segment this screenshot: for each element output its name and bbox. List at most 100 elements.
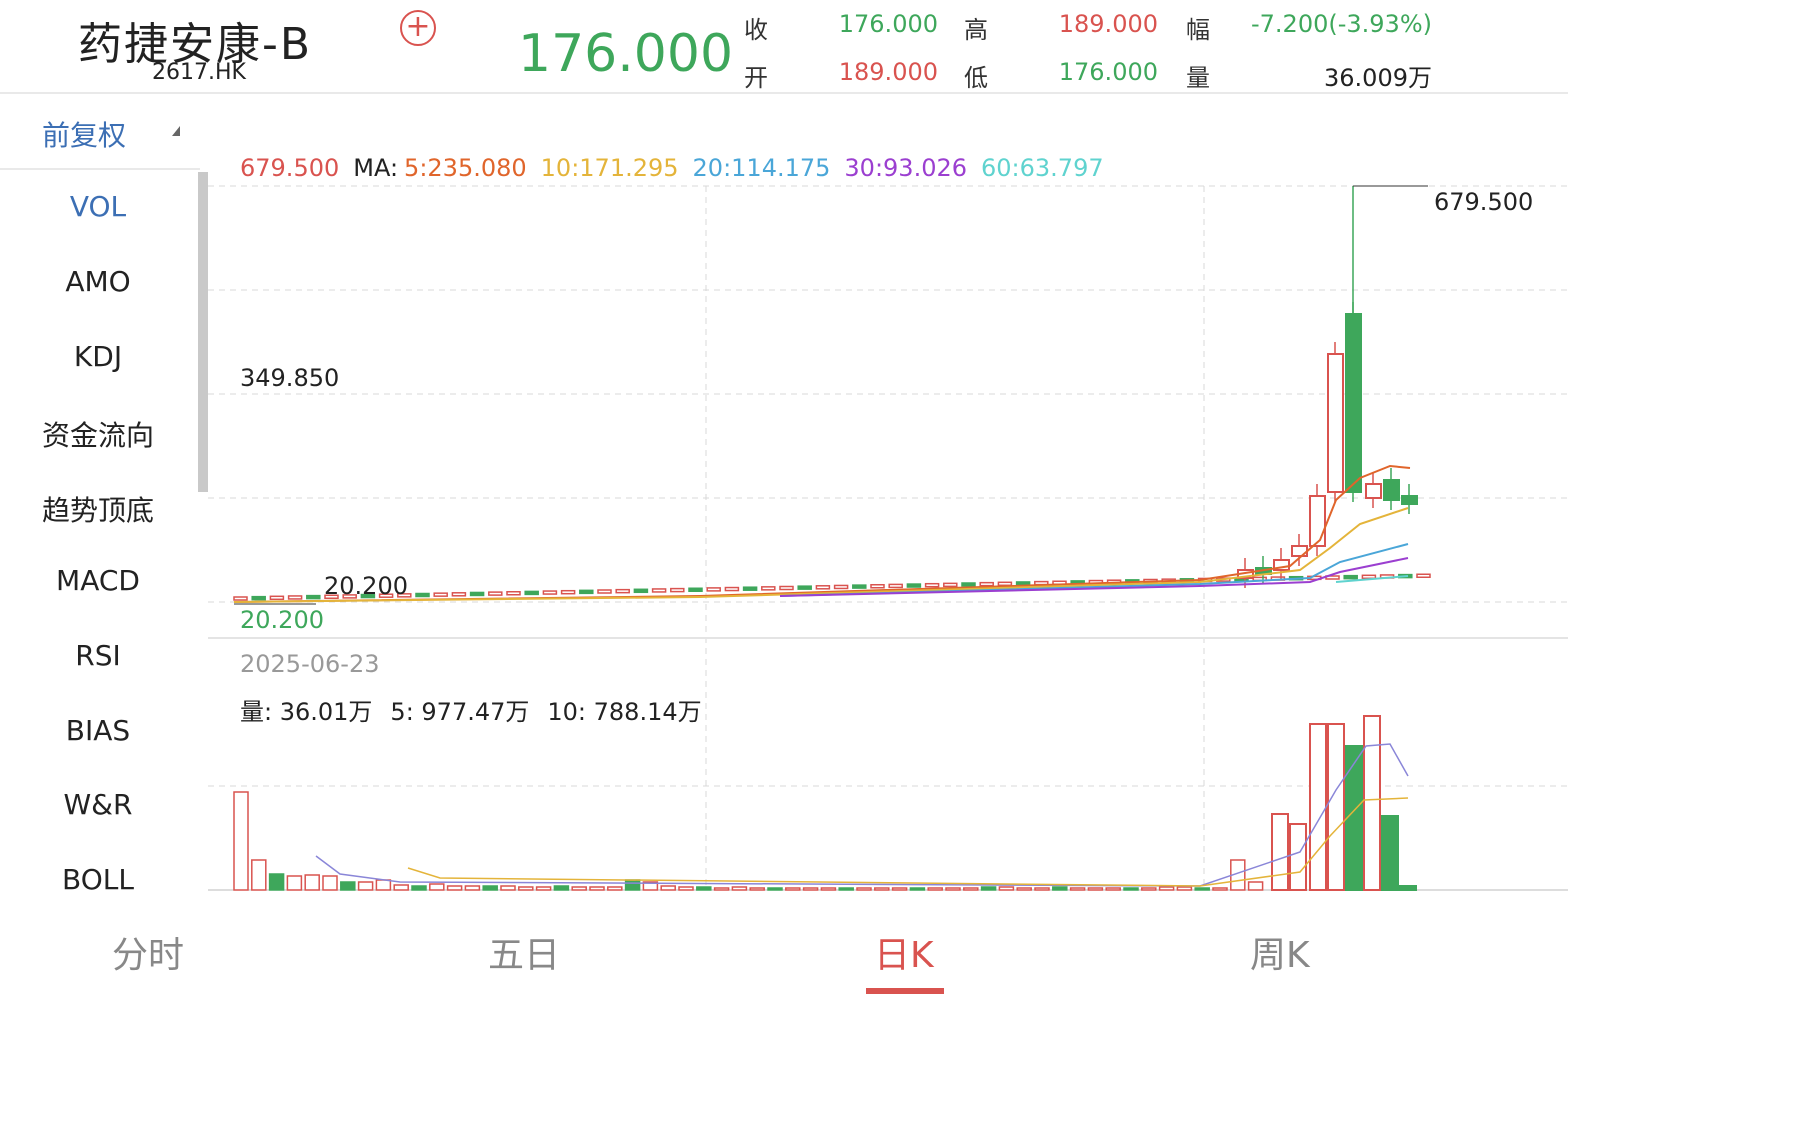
candle-small-18 <box>560 589 576 595</box>
vol-bar-9 <box>393 884 409 891</box>
vol-bar-34 <box>838 887 854 891</box>
change-value: -7.200(-3.93%) <box>1251 10 1432 38</box>
vol-bar-28 <box>731 886 748 891</box>
volume-legend: 量: 36.01万 5: 977.47万 10: 788.14万 <box>240 692 720 727</box>
sidebar-scrollbar[interactable] <box>198 172 208 492</box>
candle-4 <box>1309 495 1326 547</box>
indicator-8[interactable]: W&R <box>63 788 133 822</box>
vol-bar-15 <box>500 885 516 891</box>
indicator-4[interactable]: 趋势顶底 <box>41 494 154 528</box>
vol-bar-44 <box>1016 887 1032 891</box>
ma5-value: 5:235.080 <box>404 154 527 182</box>
indicator-9[interactable]: BOLL <box>62 863 134 897</box>
vol-bar-52 <box>1158 886 1175 891</box>
adjust-mode-selector[interactable]: 前复权 <box>42 119 127 152</box>
vol-bar-55 <box>1212 887 1228 891</box>
vol-bar-16 <box>518 886 534 891</box>
candle-small-41 <box>979 581 994 587</box>
triangle-down-icon[interactable] <box>172 126 180 136</box>
tab-daily-k[interactable]: 日K <box>874 935 934 976</box>
vol-ma5-line <box>315 743 1409 887</box>
candle-7 <box>1365 483 1382 499</box>
tab-five-day[interactable]: 五日 <box>488 935 561 976</box>
vol-bar-24 <box>660 885 676 891</box>
candle-9 <box>1401 495 1418 505</box>
candle-small-12 <box>451 592 467 597</box>
candle-small-61 <box>1343 574 1358 580</box>
candle-small-43 <box>1015 581 1031 586</box>
indicator-3[interactable]: 资金流向 <box>41 419 154 453</box>
candle-small-13 <box>469 591 485 597</box>
ma60-value: 60:63.797 <box>981 154 1104 182</box>
vol-bar-43 <box>998 886 1015 891</box>
low-label: 低 <box>964 64 988 92</box>
vol-bar-19 <box>571 886 587 891</box>
plus-circle-icon: + <box>405 9 431 44</box>
indicator-6[interactable]: RSI <box>75 638 121 672</box>
indicator-5[interactable]: MACD <box>56 564 140 597</box>
close-value: 176.000 <box>838 10 938 38</box>
candle-small-38 <box>924 582 940 588</box>
candle-small-17 <box>542 590 558 595</box>
vol-bar-13 <box>464 885 481 891</box>
vol-big-bar-1 <box>1289 823 1307 891</box>
vol-bar-36 <box>874 887 890 891</box>
candle-small-2 <box>269 595 285 601</box>
vol-bar-39 <box>927 887 943 891</box>
candle-small-0 <box>233 596 248 601</box>
candle-small-11 <box>433 592 448 597</box>
vol-value: 量: 36.01万 <box>240 698 373 726</box>
vol-bar-5 <box>322 875 338 891</box>
vol-bar-31 <box>785 887 801 891</box>
vol-bar-50 <box>1123 887 1139 891</box>
vol-ma10-line <box>407 797 1409 887</box>
tab-intraday[interactable]: 分时 <box>112 935 185 976</box>
vol-bar-53 <box>1176 886 1193 891</box>
kline-chart[interactable] <box>0 0 1568 994</box>
candle-small-7 <box>360 593 376 599</box>
ma60-line <box>1335 575 1409 583</box>
candle-small-23 <box>651 588 667 593</box>
low-value: 176.000 <box>1058 58 1158 86</box>
vol-bar-32 <box>802 887 819 891</box>
vol-bar-2 <box>268 873 285 891</box>
vol-bar-27 <box>713 887 730 891</box>
high-label: 高 <box>964 16 988 44</box>
vol-big-bar-0 <box>1271 813 1289 891</box>
candle-small-40 <box>961 582 976 587</box>
tab-weekly-k[interactable]: 周K <box>1250 935 1310 976</box>
vol-bar-0 <box>233 791 249 891</box>
vol-bar-7 <box>357 881 374 891</box>
candle-6 <box>1345 313 1362 493</box>
volume-value: 36.009万 <box>1324 64 1432 92</box>
ma30-line <box>779 557 1409 597</box>
vol-bar-30 <box>767 887 783 891</box>
add-watchlist-button[interactable]: + <box>400 10 436 46</box>
vol-bar-41 <box>963 887 979 891</box>
bottom-price-label: 20.200 <box>240 606 324 634</box>
candle-small-9 <box>397 593 412 598</box>
candle-small-35 <box>870 584 885 589</box>
indicator-0[interactable]: VOL <box>69 190 127 223</box>
vol-ma10: 10: 788.14万 <box>547 698 702 726</box>
ma10-line <box>233 507 1409 603</box>
candle-small-3 <box>287 595 303 600</box>
ma30-value: 30:93.026 <box>844 154 968 182</box>
candle-small-10 <box>415 592 430 598</box>
ma10-value: 10:171.295 <box>540 154 679 182</box>
stock-name: 药捷安康-B <box>78 19 313 70</box>
indicator-1[interactable]: AMO <box>65 264 131 298</box>
vol-bar-20 <box>589 886 605 891</box>
vol-bar-54 <box>1194 887 1210 891</box>
open-value: 189.000 <box>838 58 938 86</box>
low-marker-label: 20.200 <box>324 572 408 600</box>
indicator-2[interactable]: KDJ <box>73 339 123 373</box>
candle-small-65 <box>1416 573 1431 578</box>
vol-bar-12 <box>446 885 463 891</box>
vol-bar-37 <box>891 887 908 891</box>
active-tab-indicator <box>866 988 944 994</box>
candle-small-16 <box>524 590 539 596</box>
vol-bar-1 <box>251 859 267 891</box>
indicator-7[interactable]: BIAS <box>65 713 131 747</box>
sidebar-divider <box>0 168 200 170</box>
